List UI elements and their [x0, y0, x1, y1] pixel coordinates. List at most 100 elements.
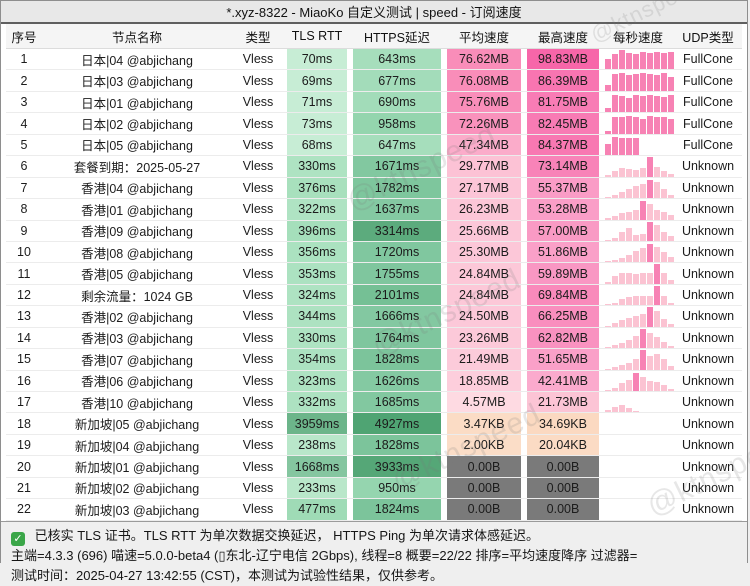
cell-max: 51.65MB [524, 349, 602, 370]
cell-index: 11 [17, 266, 31, 281]
table-row: 12 剩余流量：1024 GB Vless 324ms 2101ms 24.84MB 69.… [6, 284, 742, 307]
table-row: 10 香港|08 @abjichang Vless 356ms 1720ms 25.30M… [6, 241, 742, 264]
table-row: 17 香港|10 @abjichang Vless 332ms 1685ms 4.57MB… [6, 392, 742, 414]
table-row: 21 新加坡|02 @abjichang Vless 233ms 950ms 0.00B 0… [6, 477, 742, 500]
cell-max: 55.37MB [524, 177, 602, 199]
speed-sparkline [602, 263, 674, 284]
cell-index: 3 [20, 95, 28, 110]
cell-tls: 323ms [284, 370, 350, 391]
cell-udp: FullCone [682, 137, 734, 152]
cell-avg: 23.26MB [444, 327, 524, 349]
cell-type: Vless [242, 202, 274, 217]
cell-index: 10 [17, 245, 31, 260]
cell-index: 9 [20, 223, 28, 238]
cell-type: Vless [242, 137, 274, 152]
cell-type: Vless [242, 330, 274, 345]
cell-index: 1 [20, 52, 28, 67]
speed-sparkline [602, 221, 674, 241]
cell-type: Vless [242, 245, 274, 260]
cell-tls: 330ms [284, 156, 350, 177]
speed-sparkline [602, 306, 674, 327]
cell-https: 1824ms [350, 499, 444, 520]
cell-avg: 72.26MB [444, 113, 524, 134]
table-row: 8 香港|01 @abjichang Vless 322ms 1637ms 26.23MB… [6, 199, 742, 221]
cell-max: 51.86MB [524, 241, 602, 263]
cell-https: 950ms [350, 477, 444, 499]
cell-tls: 354ms [284, 349, 350, 370]
cell-tls: 376ms [284, 177, 350, 199]
cell-tls: 330ms [284, 327, 350, 349]
cell-tls: 344ms [284, 306, 350, 327]
cell-max: 84.37MB [524, 134, 602, 156]
table-row: 15 香港|07 @abjichang Vless 354ms 1828ms 21.49M… [6, 349, 742, 371]
cell-name: 香港|06 @abjichang [81, 375, 193, 390]
table-row: 7 香港|04 @abjichang Vless 376ms 1782ms 27.17MB… [6, 177, 742, 200]
cell-index: 12 [17, 288, 31, 303]
column-header: 平均速度 [458, 30, 509, 45]
cell-name: 日本|02 @abjichang [81, 118, 193, 133]
cell-udp: Unknown [681, 502, 735, 517]
cell-udp: Unknown [681, 223, 735, 238]
cell-name: 日本|05 @abjichang [81, 139, 193, 154]
verified-check-icon: ✓ [11, 531, 25, 546]
cell-https: 1828ms [350, 434, 444, 456]
cell-tls: 324ms [284, 284, 350, 306]
cell-type: Vless [242, 352, 274, 367]
cell-type: Vless [242, 288, 274, 303]
cell-name: 香港|04 @abjichang [81, 182, 193, 197]
cell-name: 剩余流量：1024 GB [81, 289, 193, 304]
cell-tls: 73ms [284, 113, 350, 134]
window-title: *.xyz-8322 - MiaoKo 自定义测试 | speed - 订阅速度 [226, 5, 522, 20]
cell-https: 690ms [350, 91, 444, 113]
cell-name: 香港|09 @abjichang [81, 225, 193, 240]
cell-max: 42.41MB [524, 370, 602, 391]
cell-udp: Unknown [681, 245, 735, 260]
cell-udp: FullCone [682, 95, 734, 110]
cell-index: 7 [20, 180, 28, 195]
cell-avg: 24.84MB [444, 284, 524, 306]
cell-avg: 0.00B [444, 477, 524, 499]
table-row: 3 日本|01 @abjichang Vless 71ms 690ms 75.76MB 81… [6, 91, 742, 114]
cell-type: Vless [242, 159, 274, 174]
cell-max: 81.75MB [524, 91, 602, 113]
cell-type: Vless [242, 480, 274, 495]
cell-https: 1755ms [350, 263, 444, 284]
table-row: 13 香港|02 @abjichang Vless 344ms 1666ms 24.50M… [6, 306, 742, 328]
footer-line-time: 测试时间：2025-04-27 13:42:55 (CST)，本测试为试验性结果… [11, 567, 443, 583]
footer-notes: ✓ 已核实 TLS 证书。TLS RTT 为单次数据交换延迟， HTTPS Pi… [1, 520, 747, 586]
cell-udp: FullCone [682, 73, 734, 88]
cell-name: 香港|08 @abjichang [81, 246, 193, 261]
cell-max: 34.69KB [524, 413, 602, 434]
cell-udp: Unknown [681, 373, 735, 388]
cell-udp: FullCone [682, 116, 734, 131]
table-row: 9 香港|09 @abjichang Vless 396ms 3314ms 25.66MB… [6, 220, 742, 242]
cell-name: 新加坡|05 @abjichang [74, 418, 200, 433]
cell-name: 香港|01 @abjichang [81, 203, 193, 218]
cell-max: 86.39MB [524, 70, 602, 91]
table-row: 4 日本|02 @abjichang Vless 73ms 958ms 72.26MB 82… [6, 113, 742, 135]
cell-avg: 24.84MB [444, 263, 524, 284]
cell-type: Vless [242, 180, 274, 195]
cell-tls: 238ms [284, 434, 350, 456]
cell-udp: Unknown [681, 459, 735, 474]
cell-udp: Unknown [681, 288, 735, 303]
cell-tls: 71ms [284, 91, 350, 113]
speed-sparkline [602, 242, 674, 263]
cell-index: 21 [17, 480, 31, 495]
speed-sparkline [602, 328, 674, 349]
cell-index: 4 [20, 116, 28, 131]
cell-index: 17 [17, 395, 31, 410]
cell-tls: 1668ms [284, 456, 350, 477]
table-row: 6 套餐到期：2025-05-27 Vless 330ms 1671ms 29.77MB 7… [6, 156, 742, 178]
table-row: 22 新加坡|03 @abjichang Vless 477ms 1824ms 0.00B… [6, 499, 742, 521]
column-header: 类型 [245, 30, 271, 45]
cell-tls: 353ms [284, 263, 350, 284]
cell-name: 新加坡|01 @abjichang [74, 461, 200, 476]
cell-tls: 396ms [284, 220, 350, 241]
cell-name: 新加坡|02 @abjichang [74, 482, 200, 497]
cell-max: 0.00B [524, 477, 602, 499]
cell-avg: 27.17MB [444, 177, 524, 199]
cell-max: 73.14MB [524, 156, 602, 177]
cell-max: 69.84MB [524, 284, 602, 306]
cell-udp: Unknown [681, 180, 735, 195]
